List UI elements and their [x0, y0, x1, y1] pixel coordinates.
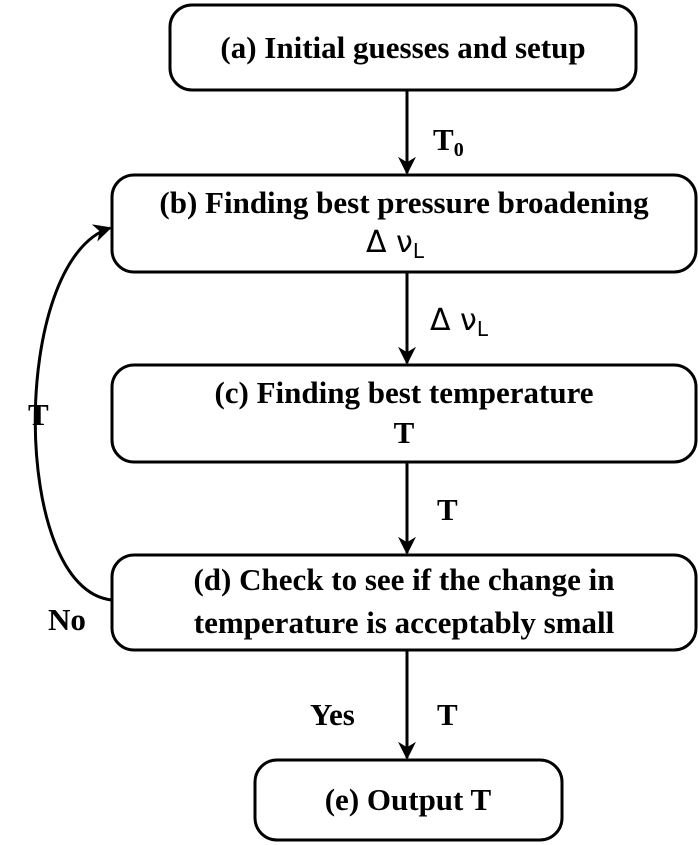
edge-label-text: Δ ν [430, 303, 477, 338]
edge-condition: No [48, 602, 86, 637]
symbol-text: Δ ν [366, 225, 413, 260]
node-label: (e) Output T [325, 782, 492, 817]
symbol-sub: L [413, 239, 425, 263]
loop-arrow [33, 224, 113, 602]
edge-condition: Yes [310, 697, 355, 732]
node-label: (c) Finding best temperature [214, 375, 593, 410]
node-box [168, 3, 638, 92]
edge-label: Δ νL [430, 303, 489, 341]
edge-label-sub: 0 [454, 139, 464, 161]
node-label: (b) Finding best pressure broadening [159, 185, 649, 220]
edge-label: T0 [433, 122, 464, 161]
edge-label: T [28, 397, 49, 432]
node-box [253, 758, 564, 842]
node-label: T [394, 415, 415, 450]
node-label: (d) Check to see if the change in [193, 562, 614, 597]
edge-label-text: T [433, 122, 454, 157]
node-box [110, 363, 698, 464]
node-box [110, 553, 698, 652]
node-label: (a) Initial guesses and setup [220, 30, 585, 65]
node-symbol: Δ νL [366, 225, 425, 263]
node-box [110, 173, 698, 274]
edge-label: T [437, 697, 458, 732]
edge-label-sub: L [477, 317, 489, 341]
edge-label: T [437, 492, 458, 527]
node-label: temperature is acceptably small [194, 605, 615, 640]
